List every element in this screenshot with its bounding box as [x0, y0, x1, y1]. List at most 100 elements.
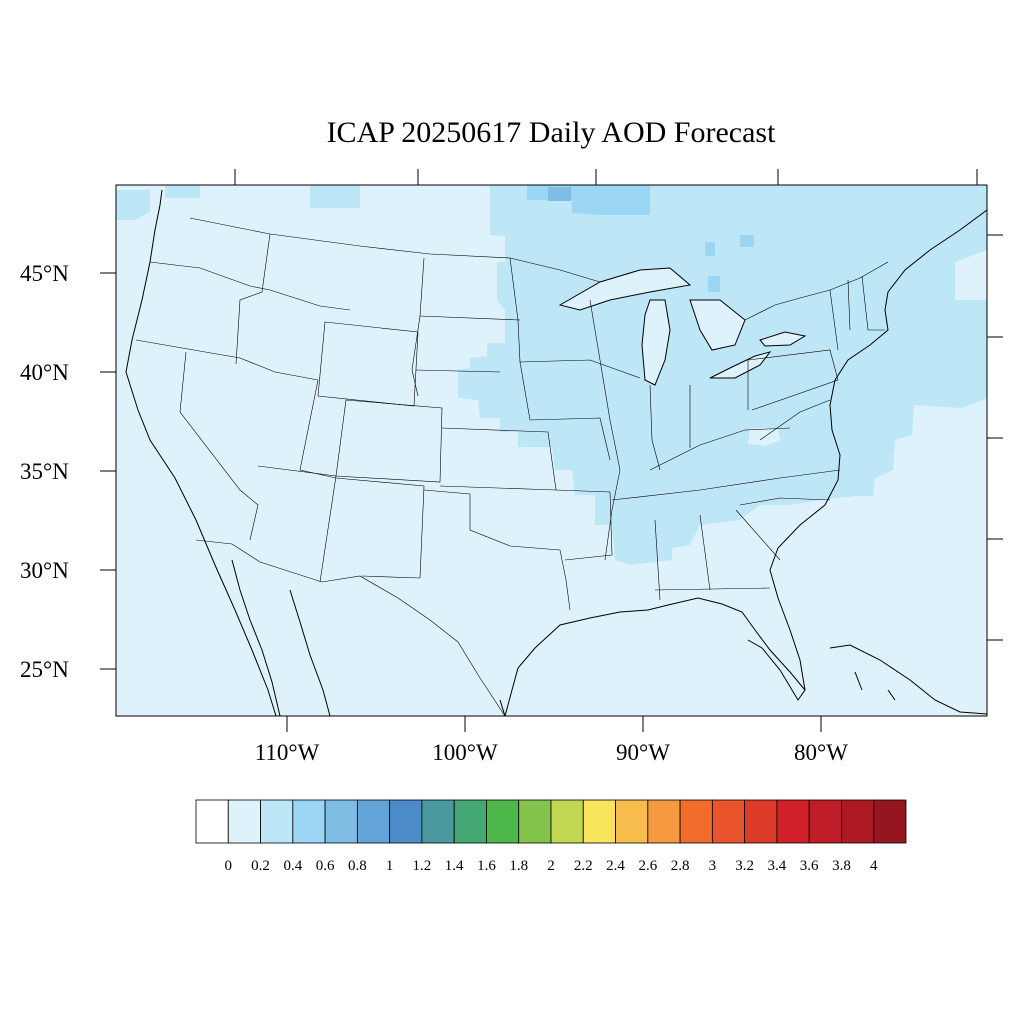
- mexico-border: [195, 539, 506, 716]
- colorbar-label: 0.2: [251, 858, 270, 874]
- colorbar-box: [421, 799, 455, 844]
- ok-tx: [423, 489, 571, 611]
- wy-box: [317, 321, 419, 407]
- colorbar-box: [389, 799, 423, 844]
- or-wa: [149, 261, 271, 291]
- colorbar-box: [486, 799, 520, 844]
- lake-superior: [558, 267, 692, 311]
- il-in-oh: [649, 360, 749, 471]
- colorbar-box: [324, 799, 358, 844]
- colorbar-box: [679, 799, 713, 844]
- lat-label: 35°N: [20, 459, 69, 484]
- sd-ne: [415, 369, 501, 373]
- latitude-labels: 45°N 40°N 35°N 30°N 25°N: [20, 261, 69, 682]
- va-wv: [759, 399, 831, 441]
- az-nm: [257, 465, 337, 583]
- id-wy-mt: [235, 233, 271, 365]
- colorbar-box: [260, 799, 294, 844]
- map-title: ICAP 20250617 Daily AOD Forecast: [327, 116, 777, 149]
- colorbar-label: 2.6: [638, 858, 657, 874]
- colorbar-label: 3.2: [735, 858, 754, 874]
- colorbar-box: [518, 799, 552, 844]
- longitude-labels: 110°W 100°W 90°W 80°W: [255, 740, 849, 765]
- nd-sd: [419, 315, 521, 321]
- tn-ky: [611, 469, 841, 501]
- colorbar: 0 0.2 0.4 0.6 0.8 1 1.2 1.4 1.6 1.8 2 2.2 2.4 2.6 2.8 3…: [195, 799, 907, 874]
- colorbar-label: 2: [547, 858, 555, 874]
- baja-east-coast: [231, 559, 281, 716]
- cuba: [829, 644, 987, 715]
- colorbar-box: [841, 799, 875, 844]
- lake-huron: [689, 299, 746, 351]
- colorbar-label: 0.6: [316, 858, 335, 874]
- colorbar-label: 3.4: [768, 858, 787, 874]
- colorbar-label: 1.6: [477, 858, 496, 874]
- colorbar-box: [744, 799, 778, 844]
- colorbar-box: [453, 799, 487, 844]
- lat-label: 25°N: [20, 657, 69, 682]
- colorbar-label: 1.8: [509, 858, 528, 874]
- colorbar-box: [808, 799, 842, 844]
- atlantic-coast: [769, 209, 987, 691]
- colorbar-label: 1: [386, 858, 394, 874]
- aod-region-pnw-north: [165, 185, 200, 198]
- lon-label: 100°W: [432, 740, 498, 765]
- mexico-east-coast: [499, 699, 506, 716]
- aod-cell-ne: [705, 242, 715, 256]
- gulf-coast: [504, 597, 806, 716]
- nd-sd-ne: [411, 257, 425, 397]
- lake-michigan: [641, 299, 671, 386]
- lake-erie: [709, 351, 772, 379]
- colorbar-box: [776, 799, 810, 844]
- co-box: [335, 399, 443, 483]
- lon-label: 80°W: [794, 740, 848, 765]
- map-panel: 45°N 40°N 35°N 30°N 25°N 110°W 100°W 90°…: [20, 169, 1003, 765]
- colorbar-label: 2.8: [671, 858, 690, 874]
- colorbar-label: 1.2: [413, 858, 432, 874]
- colorbar-box: [615, 799, 649, 844]
- colorbar-label: 0: [225, 858, 233, 874]
- coastlines: [125, 189, 987, 716]
- pacific-coast: [125, 189, 277, 716]
- pa-ny: [747, 349, 839, 411]
- colorbar-label: 4: [870, 858, 878, 874]
- nc-sc: [739, 497, 831, 506]
- great-lakes: [558, 267, 807, 386]
- lake-ontario: [759, 331, 807, 347]
- state-boundaries: [135, 217, 889, 716]
- aod-cell-max: [548, 187, 571, 201]
- aod-cell-mich: [708, 276, 720, 292]
- colorbar-box: [550, 799, 584, 844]
- ut-co-line: [299, 379, 337, 479]
- mexico-pacific-coast: [289, 589, 331, 716]
- mississippi-river: [589, 299, 621, 561]
- mo-ar: [555, 489, 613, 561]
- lat-label: 45°N: [20, 261, 69, 286]
- canada-border-east: [744, 261, 889, 321]
- colorbar-label: 2.4: [606, 858, 625, 874]
- nm-box: [335, 477, 425, 579]
- colorbar-box: [647, 799, 681, 844]
- or-ca-nv: [135, 339, 319, 381]
- colorbar-box: [356, 799, 391, 844]
- colorbar-box: [582, 799, 616, 844]
- colorbar-box: [873, 799, 907, 844]
- aod-shading: [116, 185, 987, 716]
- colorbar-box: [292, 799, 326, 844]
- ia-mo: [519, 361, 611, 461]
- colorbar-box: [711, 799, 746, 844]
- colorbar-box: [195, 799, 229, 844]
- colorbar-label: 0.4: [283, 858, 302, 874]
- axis-ticks: [100, 169, 1003, 732]
- aod-region-pnw: [116, 190, 150, 220]
- ks-box: [439, 427, 557, 491]
- lon-label: 90°W: [616, 740, 670, 765]
- lon-label: 110°W: [255, 740, 320, 765]
- colorbar-label: 1.4: [445, 858, 464, 874]
- fl-ga-line: [654, 587, 771, 591]
- new-england: [829, 275, 885, 351]
- colorbar-label: 0.8: [348, 858, 367, 874]
- ky-north: [649, 427, 791, 471]
- ca-nv: [179, 351, 259, 541]
